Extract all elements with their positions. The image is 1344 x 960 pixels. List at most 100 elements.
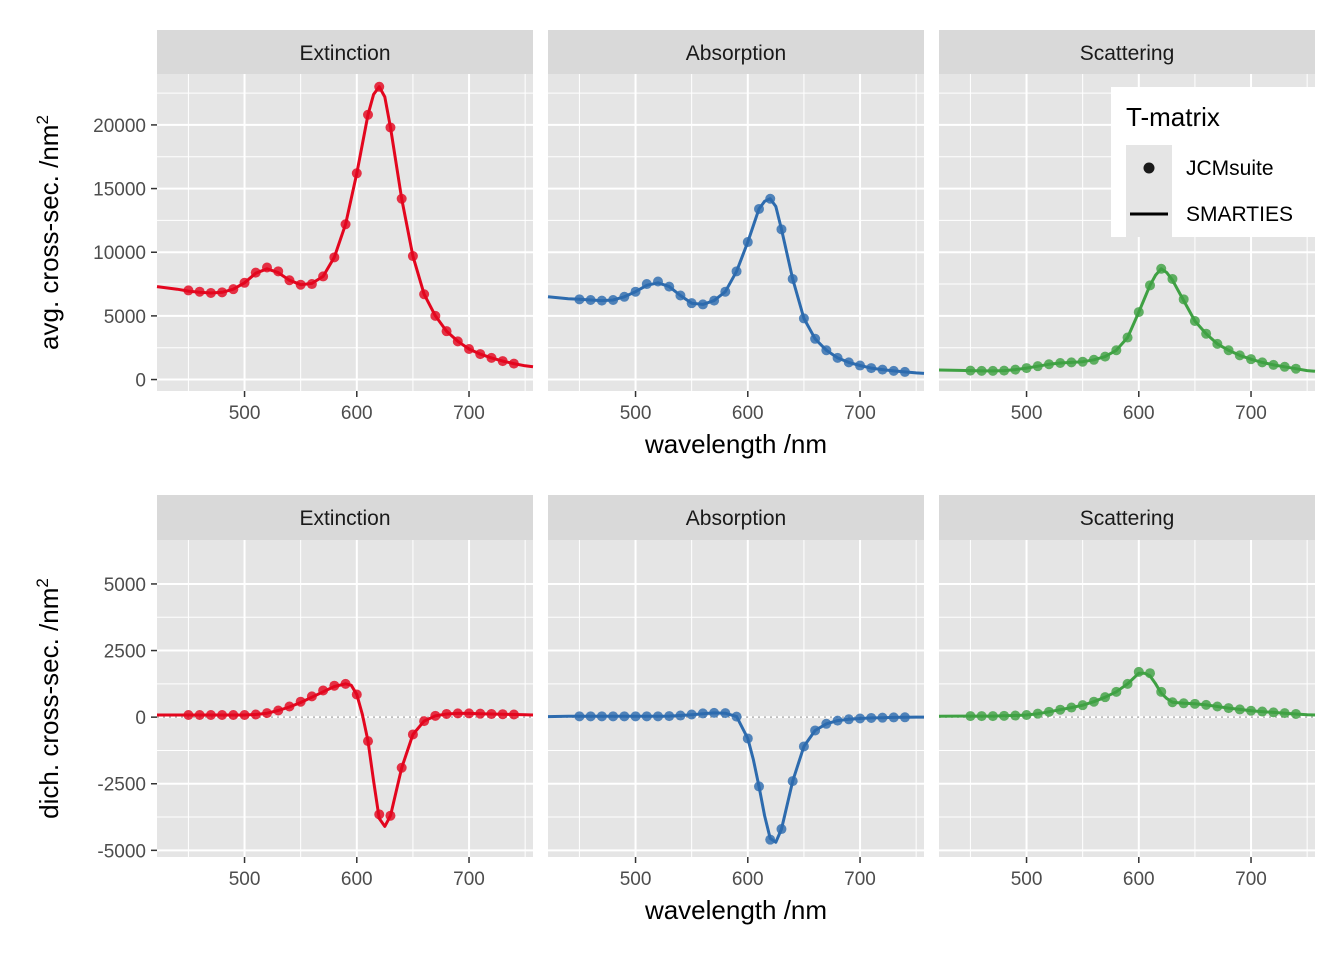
- data-point: [1077, 700, 1088, 711]
- data-point: [1223, 703, 1234, 714]
- data-point: [374, 809, 385, 820]
- data-point: [810, 725, 821, 736]
- data-point: [664, 281, 675, 292]
- y-axis-title-superscript: 2: [33, 578, 52, 587]
- x-tick-label: 700: [453, 869, 485, 890]
- y-tick-label: 15000: [93, 180, 146, 201]
- y-tick-label: 0: [135, 371, 146, 392]
- data-point: [1010, 364, 1021, 375]
- data-point: [340, 219, 351, 230]
- data-point: [1032, 361, 1043, 372]
- y-tick-label: 20000: [93, 116, 146, 137]
- data-point: [742, 237, 753, 248]
- facet-strip: [939, 495, 1315, 540]
- data-point: [295, 279, 306, 290]
- data-point: [1167, 697, 1178, 708]
- data-point: [1055, 357, 1066, 368]
- data-point: [228, 710, 239, 721]
- panel-background: [548, 540, 924, 857]
- data-point: [765, 193, 776, 204]
- x-tick-label: 500: [229, 869, 261, 890]
- data-point: [295, 696, 306, 707]
- series-points-jcmsuite: [574, 707, 910, 845]
- data-point: [888, 365, 899, 376]
- facet-label: Extinction: [299, 507, 390, 530]
- data-point: [1268, 359, 1279, 370]
- data-point: [1088, 696, 1099, 707]
- y-axis-title-superscript: 2: [33, 115, 52, 124]
- data-point: [798, 741, 809, 752]
- data-point: [1133, 307, 1144, 318]
- data-point: [596, 711, 607, 722]
- data-point: [855, 360, 866, 371]
- data-point: [720, 286, 731, 297]
- data-point: [866, 363, 877, 374]
- data-point: [821, 718, 832, 729]
- data-point: [407, 729, 418, 740]
- data-point: [1212, 338, 1223, 349]
- data-point: [1156, 686, 1167, 697]
- x-tick-label: 600: [732, 869, 764, 890]
- data-point: [486, 352, 497, 363]
- series-points-jcmsuite: [574, 193, 910, 377]
- data-point: [709, 295, 720, 306]
- panel-background: [157, 74, 533, 391]
- data-point: [596, 295, 607, 306]
- data-point: [987, 365, 998, 376]
- data-point: [1178, 294, 1189, 305]
- data-point: [1290, 708, 1301, 719]
- facet-label: Scattering: [1080, 42, 1175, 65]
- panel-extinction: Extinction 500 600 700: [156, 30, 534, 424]
- panel-background: [157, 540, 533, 857]
- x-axis-title: wavelength /nm: [644, 429, 827, 459]
- data-point: [608, 711, 619, 722]
- data-point: [1111, 686, 1122, 697]
- data-point: [787, 776, 798, 787]
- legend-label: JCMsuite: [1186, 157, 1274, 180]
- data-point: [1021, 710, 1032, 721]
- data-point: [486, 708, 497, 719]
- y-axis-title-main: avg. cross-sec. /nm: [34, 125, 64, 350]
- data-point: [1189, 698, 1200, 709]
- data-point: [630, 711, 641, 722]
- data-point: [776, 224, 787, 235]
- data-point: [585, 711, 596, 722]
- facet-strip: [548, 495, 924, 540]
- y-tick-label: -5000: [97, 841, 146, 862]
- data-point: [720, 708, 731, 719]
- y-axis-title-main: dich. cross-sec. /nm: [34, 588, 64, 819]
- data-point: [1234, 350, 1245, 361]
- x-tick-label: 500: [620, 869, 652, 890]
- data-point: [1066, 357, 1077, 368]
- legend: T-matrix JCMsuite SMARTIES: [1111, 87, 1315, 237]
- data-point: [832, 352, 843, 363]
- y-axis-title: dich. cross-sec. /nm2: [33, 578, 64, 819]
- x-tick-label: 700: [844, 869, 876, 890]
- data-point: [385, 810, 396, 821]
- data-point: [430, 310, 441, 321]
- data-point: [1246, 705, 1257, 716]
- x-tick-label: 700: [1235, 403, 1267, 424]
- data-point: [1145, 668, 1156, 679]
- x-tick-label: 600: [732, 403, 764, 424]
- data-point: [497, 709, 508, 720]
- data-point: [318, 685, 329, 696]
- data-point: [205, 287, 216, 298]
- data-point: [396, 193, 407, 204]
- data-point: [217, 287, 228, 298]
- panel-scattering: Scattering 500 600 700: [938, 495, 1316, 890]
- data-point: [1100, 351, 1111, 362]
- facet-strip: [548, 30, 924, 74]
- facet-label: Scattering: [1080, 507, 1175, 530]
- data-point: [250, 709, 261, 720]
- data-point: [608, 294, 619, 305]
- data-point: [1257, 357, 1268, 368]
- y-tick-label: 5000: [104, 307, 146, 328]
- series-points-jcmsuite: [183, 678, 519, 821]
- data-point: [1032, 708, 1043, 719]
- data-point: [899, 366, 910, 377]
- data-point: [284, 701, 295, 712]
- data-point: [351, 689, 362, 700]
- x-tick-label: 500: [1011, 403, 1043, 424]
- data-point: [430, 710, 441, 721]
